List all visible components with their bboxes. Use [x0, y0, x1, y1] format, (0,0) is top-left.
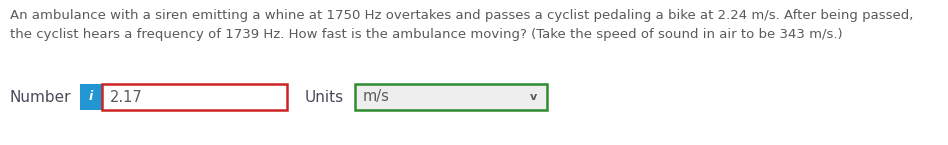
- Text: m/s: m/s: [363, 89, 390, 105]
- FancyBboxPatch shape: [80, 84, 102, 110]
- Text: i: i: [89, 90, 93, 104]
- Text: the cyclist hears a frequency of 1739 Hz. How fast is the ambulance moving? (Tak: the cyclist hears a frequency of 1739 Hz…: [10, 28, 843, 41]
- Text: Number: Number: [10, 89, 71, 105]
- Text: 2.17: 2.17: [110, 89, 143, 105]
- Text: v: v: [529, 92, 537, 102]
- Text: An ambulance with a siren emitting a whine at 1750 Hz overtakes and passes a cyc: An ambulance with a siren emitting a whi…: [10, 9, 913, 22]
- Text: Units: Units: [305, 89, 344, 105]
- FancyBboxPatch shape: [102, 84, 287, 110]
- FancyBboxPatch shape: [355, 84, 547, 110]
